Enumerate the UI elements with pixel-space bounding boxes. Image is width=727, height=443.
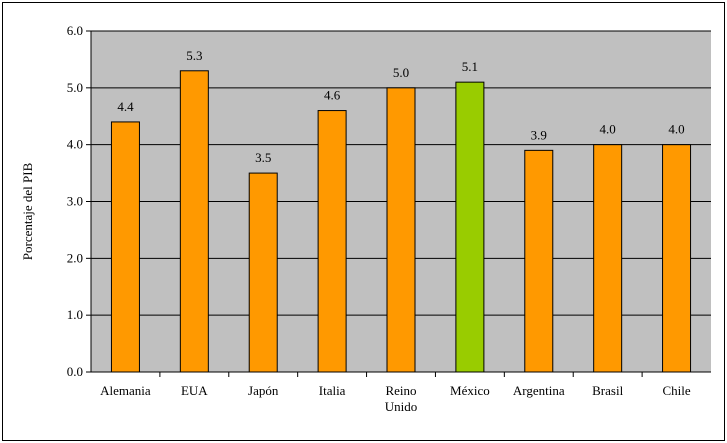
data-label: 3.9 [531,127,547,142]
bar [110,121,140,373]
y-tick-label: 2.0 [67,250,83,265]
data-label: 5.3 [186,48,202,63]
y-tick-label: 3.0 [67,194,83,209]
x-tick-label: Reino Unido [385,383,418,414]
data-label: 5.0 [393,65,409,80]
x-tick-label: Japón [248,383,279,398]
x-tick-label: Brasil [592,383,623,398]
y-tick-label: 5.0 [67,80,83,95]
x-tick-label: Argentina [513,383,565,398]
data-label: 4.6 [324,88,341,103]
data-label: 4.0 [668,122,684,137]
y-tick-label: 0.0 [67,364,83,379]
data-label: 4.0 [600,122,616,137]
bar [593,144,623,373]
x-tick-label: Chile [662,383,690,398]
y-tick-label: 6.0 [67,23,83,38]
bar [248,172,278,373]
bar [455,81,485,373]
data-label: 4.4 [117,99,134,114]
bar [179,70,209,373]
x-tick-label: Italia [319,383,346,398]
x-tick-label: México [450,383,490,398]
bar [386,87,416,373]
data-labels: 4.4 5.3 3.5 4.6 5.0 5.1 3.9 4.0 4.0 [117,48,684,165]
bar [317,110,347,373]
y-axis-title: Porcentaje del PIB [20,162,35,260]
y-tick-label: 1.0 [67,307,83,322]
data-label: 3.5 [255,150,271,165]
axes: 0.0 1.0 2.0 3.0 4.0 5.0 6.0 Alemania EUA Japón Ita… [67,23,711,414]
bar [662,144,692,373]
x-tick-label: Alemania [100,383,151,398]
bar-chart: 4.4 5.3 3.5 4.6 5.0 5.1 3.9 4.0 4.0 0.0 1.0 2.0 3.0… [20,23,711,414]
y-tick-label: 4.0 [67,137,83,152]
data-label: 5.1 [462,59,478,74]
x-tick-label: EUA [181,383,208,398]
bar [524,149,554,373]
bars [110,70,692,373]
